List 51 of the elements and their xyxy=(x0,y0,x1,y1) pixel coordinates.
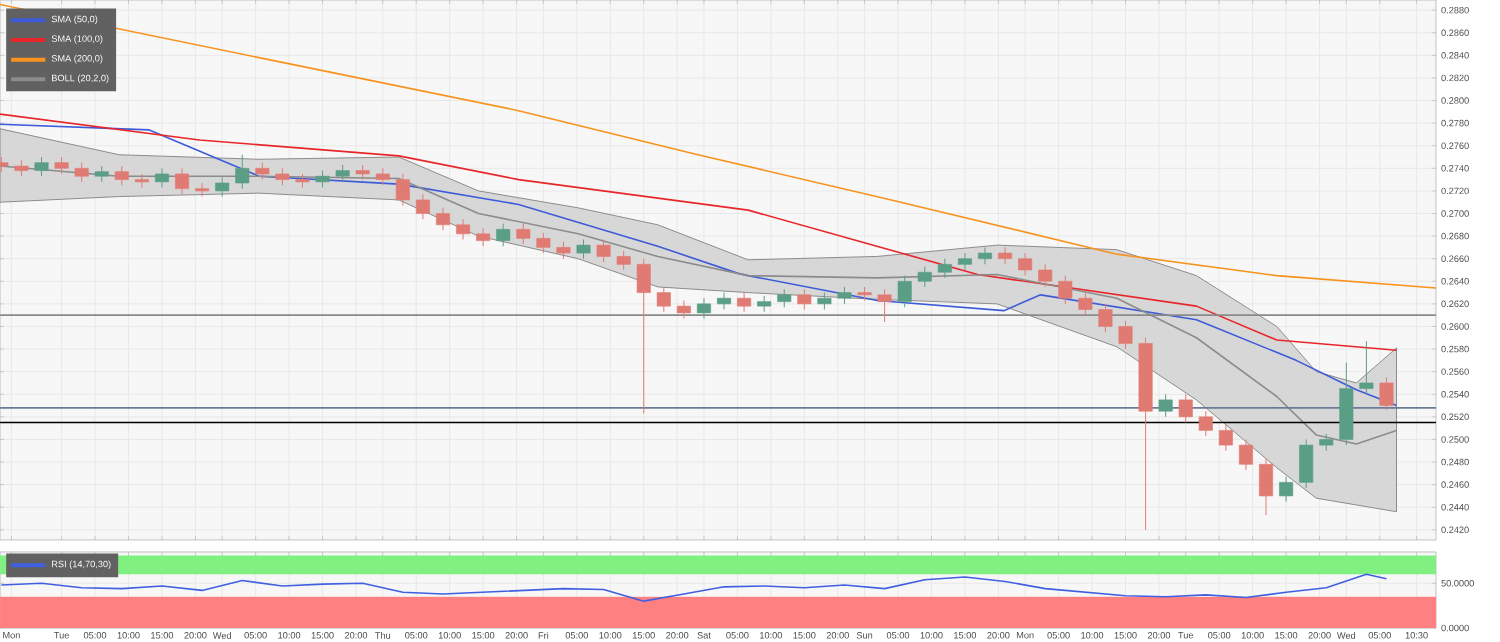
candlestick xyxy=(998,246,1013,265)
candlestick xyxy=(34,156,49,177)
candlestick xyxy=(1279,476,1294,503)
candlestick xyxy=(516,223,531,245)
candlestick xyxy=(978,246,992,265)
candlestick xyxy=(1098,303,1113,333)
candlestick xyxy=(436,207,450,231)
candlestick xyxy=(717,292,732,311)
candlestick xyxy=(777,288,792,308)
candlestick xyxy=(676,299,691,320)
candlestick xyxy=(1118,320,1133,350)
candlestick xyxy=(456,218,471,240)
candlestick xyxy=(696,297,711,320)
candlestick xyxy=(1018,252,1033,277)
candlestick xyxy=(576,238,591,260)
candlestick xyxy=(114,165,129,186)
candlestick xyxy=(195,182,210,198)
candlestick xyxy=(636,258,651,414)
candlestick xyxy=(154,167,169,189)
candlestick xyxy=(215,176,230,198)
candlestick xyxy=(235,154,250,190)
candlestick xyxy=(1299,438,1314,489)
candlestick xyxy=(134,173,149,189)
candlestick xyxy=(656,286,671,313)
candlestick xyxy=(917,266,932,288)
candlestick xyxy=(476,227,491,247)
candlestick xyxy=(1058,275,1073,305)
candlestick xyxy=(1038,263,1053,288)
candlestick xyxy=(1078,292,1093,316)
candlestick xyxy=(877,288,892,323)
candlestick xyxy=(1178,393,1193,423)
candlestick xyxy=(496,223,511,247)
candlestick xyxy=(897,275,912,308)
candlestick xyxy=(1198,410,1213,437)
candlestick xyxy=(1379,376,1394,411)
candlestick xyxy=(1259,458,1274,516)
candlestick xyxy=(957,252,972,271)
candlestick xyxy=(1218,424,1233,452)
candlestick xyxy=(1158,393,1173,418)
candlestick xyxy=(596,238,611,263)
candlestick xyxy=(616,250,631,271)
candlestick xyxy=(415,193,430,220)
candlestick xyxy=(797,288,812,311)
candlestick xyxy=(175,167,190,195)
candlestick xyxy=(737,292,752,313)
candlestick xyxy=(536,232,551,254)
candlestick xyxy=(395,173,410,207)
candlestick xyxy=(1238,438,1253,471)
candlestick xyxy=(74,162,89,183)
candlestick xyxy=(1359,340,1374,395)
candlestick xyxy=(937,258,952,279)
